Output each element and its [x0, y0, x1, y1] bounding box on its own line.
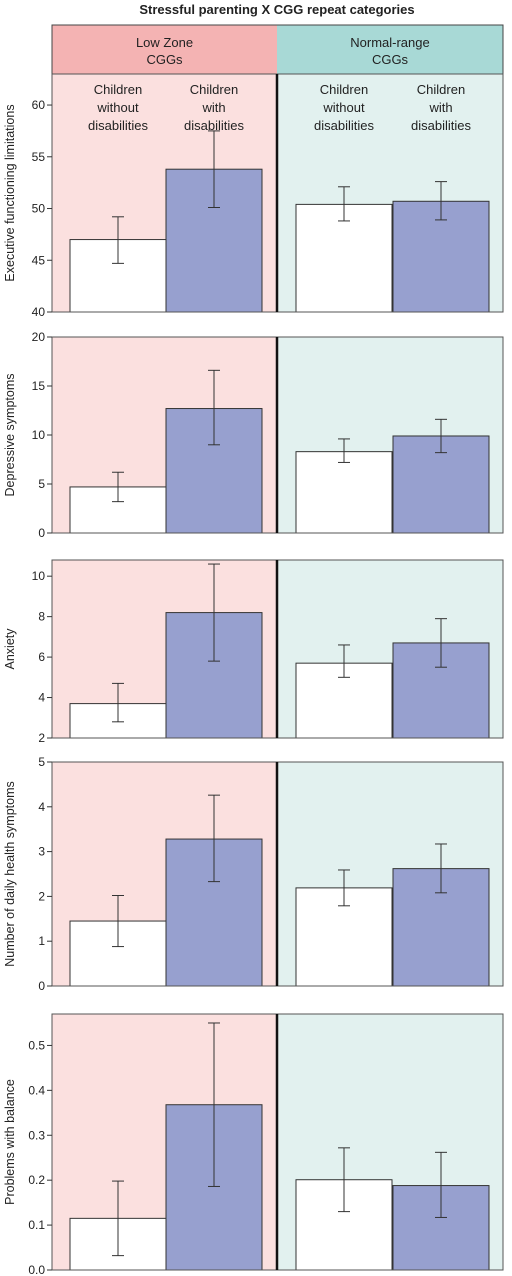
- panel-4-tick-label-5: 0.5: [28, 1038, 45, 1052]
- category-label-1-0-line-2: disabilities: [314, 118, 374, 133]
- group-header-0: [52, 25, 277, 74]
- panel-2-ylabel: Anxiety: [3, 628, 17, 670]
- panel-2-tick-label-2: 6: [38, 650, 45, 664]
- panel-1-ylabel: Depressive symptoms: [3, 374, 17, 497]
- panel-0-ylabel: Executive functioning limitations: [3, 104, 17, 281]
- group-label-0-line-0: Low Zone: [136, 35, 193, 50]
- category-label-0-1-line-1: with: [201, 100, 225, 115]
- category-label-0-1-line-0: Children: [190, 82, 238, 97]
- panel-0-tick-label-3: 55: [32, 150, 46, 164]
- category-label-0-0-line-0: Children: [94, 82, 142, 97]
- panel-3-tick-label-2: 2: [38, 889, 45, 903]
- category-label-1-0-line-0: Children: [320, 82, 368, 97]
- bar-panel-1-group-1-cat-0: [295, 451, 393, 534]
- category-label-1-1-line-2: disabilities: [411, 118, 471, 133]
- panel-3-tick-label-3: 3: [38, 845, 45, 859]
- panel-4-tick-label-4: 0.4: [28, 1083, 45, 1097]
- panel-0-tick-label-2: 50: [32, 202, 46, 216]
- panel-2-tick-label-0: 2: [38, 731, 45, 745]
- panel-0-tick-label-1: 45: [32, 253, 46, 267]
- group-label-0-line-1: CGGs: [146, 52, 183, 67]
- group-label-1-line-0: Normal-range: [350, 35, 429, 50]
- bar-panel-0-group-1-cat-0: [295, 203, 393, 313]
- panel-1-tick-label-1: 5: [38, 477, 45, 491]
- category-label-1-1-line-1: with: [428, 100, 452, 115]
- group-header-1: [277, 25, 503, 74]
- panel-4-tick-label-1: 0.1: [28, 1218, 45, 1232]
- panel-4-tick-label-0: 0.0: [28, 1263, 45, 1276]
- category-label-1-0-line-1: without: [322, 100, 365, 115]
- group-label-1-line-1: CGGs: [372, 52, 409, 67]
- panel-4-ylabel: Problems with balance: [3, 1079, 17, 1205]
- panel-0-tick-label-0: 40: [32, 305, 46, 319]
- panel-3-tick-label-0: 0: [38, 979, 45, 993]
- panel-1-tick-label-0: 0: [38, 526, 45, 540]
- panel-1-tick-label-2: 10: [32, 428, 46, 442]
- panel-3-tick-label-4: 4: [38, 800, 45, 814]
- panel-3-tick-label-1: 1: [38, 934, 45, 948]
- panel-2-tick-label-1: 4: [38, 691, 45, 705]
- category-label-0-0-line-1: without: [96, 100, 139, 115]
- panel-1-tick-label-4: 20: [32, 330, 46, 344]
- category-label-0-1-line-2: disabilities: [184, 118, 244, 133]
- panel-1-tick-label-3: 15: [32, 379, 46, 393]
- panel-4-tick-label-2: 0.2: [28, 1173, 45, 1187]
- category-label-0-0-line-2: disabilities: [88, 118, 148, 133]
- category-label-1-1-line-0: Children: [417, 82, 465, 97]
- chart-title: Stressful parenting X CGG repeat categor…: [139, 2, 414, 17]
- panel-3-tick-label-5: 5: [38, 755, 45, 769]
- panel-4-tick-label-3: 0.3: [28, 1128, 45, 1142]
- panel-2-tick-label-4: 10: [32, 569, 46, 583]
- panel-0-tick-label-4: 60: [32, 98, 46, 112]
- panel-2-tick-label-3: 8: [38, 610, 45, 624]
- panel-3-ylabel: Number of daily health symptoms: [3, 781, 17, 967]
